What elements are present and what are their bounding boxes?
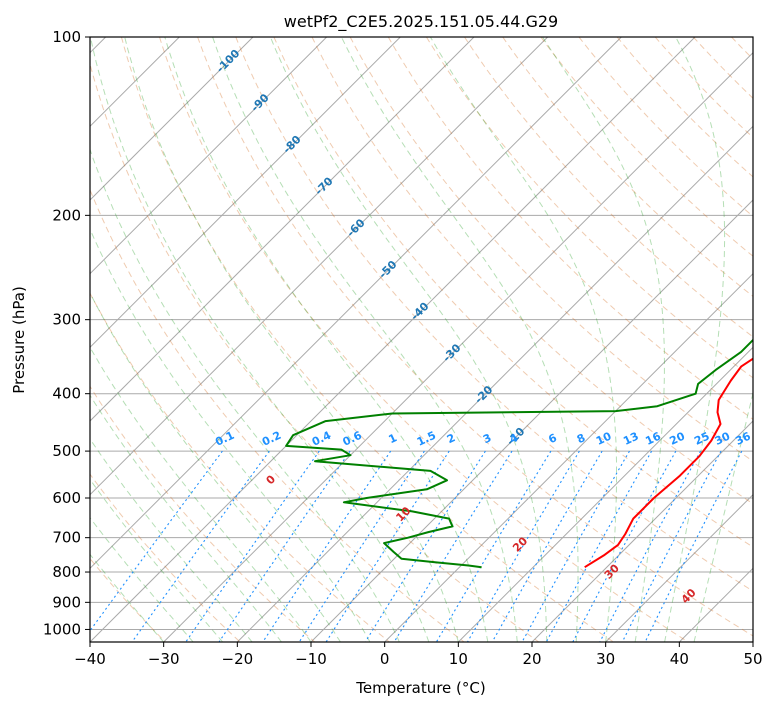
x-tick-label: 20 (522, 650, 541, 668)
y-tick-label: 200 (52, 206, 81, 224)
x-tick-label: 0 (380, 650, 390, 668)
plot-area (90, 37, 753, 642)
y-tick-label: 600 (52, 489, 81, 507)
y-tick-label: 500 (52, 442, 81, 460)
x-tick-label: 50 (743, 650, 762, 668)
y-tick-label: 700 (52, 529, 81, 547)
chart-title: wetPf2_C2E5.2025.151.05.44.G29 (284, 12, 558, 32)
y-tick-label: 300 (52, 311, 81, 329)
x-tick-label: −40 (74, 650, 106, 668)
y-tick-label: 900 (52, 593, 81, 611)
y-tick-label: 1000 (43, 620, 81, 638)
x-tick-label: −10 (295, 650, 327, 668)
y-tick-label: 800 (52, 563, 81, 581)
x-tick-label: 10 (449, 650, 468, 668)
dry-adiabat-470 (770, 37, 775, 642)
x-tick-label: −30 (148, 650, 180, 668)
y-tick-label: 100 (52, 28, 81, 46)
y-axis-label: Pressure (hPa) (10, 286, 28, 394)
x-tick-label: −20 (222, 650, 254, 668)
x-tick-label: 40 (670, 650, 689, 668)
x-axis-label: Temperature (°C) (355, 679, 485, 697)
y-tick-label: 400 (52, 385, 81, 403)
x-tick-label: 30 (596, 650, 615, 668)
isotherm-50 (753, 37, 775, 642)
